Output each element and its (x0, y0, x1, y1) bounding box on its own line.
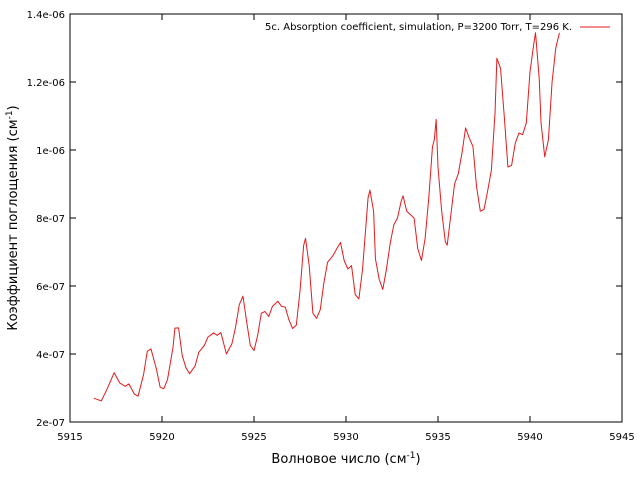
y-axis-title-sup: -1 (5, 110, 15, 119)
y-tick-label: 6e-07 (36, 282, 65, 293)
x-tick-label: 5935 (425, 432, 450, 443)
x-tick-label: 5940 (517, 432, 542, 443)
y-tick-label: 1e-06 (36, 146, 65, 157)
x-tick-label: 5945 (609, 432, 634, 443)
x-axis-title: Волновое число (см-1) (271, 451, 420, 467)
y-tick-label: 2e-07 (36, 418, 65, 429)
y-tick-label: 8e-07 (36, 214, 65, 225)
y-tick-label: 1.4e-06 (27, 10, 65, 21)
x-tick-label: 5915 (57, 432, 82, 443)
x-axis-title-text: Волновое число (см (271, 452, 406, 467)
y-axis-title-end: ) (6, 105, 21, 110)
y-axis-title: Коэффициент поглощения (см-1) (5, 105, 21, 330)
x-tick-label: 5925 (241, 432, 266, 443)
y-axis-title-text: Коэффициент поглощения (см (6, 119, 21, 330)
series-line (93, 32, 560, 402)
series-group (93, 32, 560, 402)
y-tick-label: 1.2e-06 (27, 78, 65, 89)
axis-ticks: 5915 5920 5925 5930 5935 5940 5945 2e-07 4e-07 6e… (27, 10, 635, 443)
legend: 5c. Absorption coefficient, simulation, … (265, 22, 610, 33)
x-tick-label: 5930 (333, 432, 358, 443)
x-axis-title-end: ) (415, 452, 420, 467)
y-tick-label: 4e-07 (36, 350, 65, 361)
legend-label: 5c. Absorption coefficient, simulation, … (265, 22, 572, 33)
x-axis-title-sup: -1 (407, 451, 416, 461)
x-tick-label: 5920 (149, 432, 174, 443)
